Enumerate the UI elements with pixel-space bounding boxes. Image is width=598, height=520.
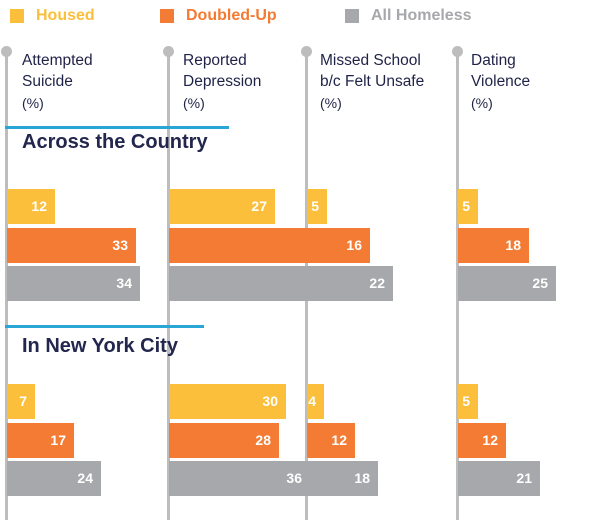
- bar-in-new-york-city-missed-school-b-c-felt-unsafe-housed: 4: [307, 384, 324, 419]
- bar-in-new-york-city-missed-school-b-c-felt-unsafe-all-homeless: 18: [307, 461, 378, 496]
- bar-value-label: 25: [532, 275, 548, 291]
- bar-in-new-york-city-attempted-suicide-housed: 7: [7, 384, 35, 419]
- legend-label-all-homeless: All Homeless: [371, 7, 472, 24]
- bar-value-label: 12: [31, 198, 47, 214]
- column-header-attempted-suicide: Attempted Suicide (%): [22, 50, 93, 114]
- bar-value-label: 22: [369, 275, 385, 291]
- column-header-unit: (%): [320, 95, 342, 111]
- section-title-country: Across the Country: [22, 131, 208, 153]
- column-header-unit: (%): [183, 95, 205, 111]
- column-header-line1: Missed School: [320, 52, 421, 69]
- column-header-missed-school: Missed School b/c Felt Unsafe (%): [320, 50, 424, 114]
- axis-line-attempted-suicide: [5, 48, 8, 520]
- bar-in-new-york-city-reported-depression-housed: 30: [169, 384, 286, 419]
- section-title-nyc: In New York City: [22, 335, 178, 357]
- bar-value-label: 18: [505, 236, 521, 253]
- column-header-line2: Suicide: [22, 73, 73, 90]
- bar-in-new-york-city-dating-violence-doubled-up: 12: [458, 422, 506, 458]
- bar-value-label: 18: [354, 470, 370, 486]
- bar-value-label: 33: [112, 236, 128, 253]
- bar-in-new-york-city-missed-school-b-c-felt-unsafe-doubled-up: 12: [307, 422, 355, 458]
- bar-value-label: 24: [77, 470, 93, 486]
- column-header-unit: (%): [471, 95, 493, 111]
- column-header-reported-depression: Reported Depression (%): [183, 50, 261, 114]
- bar-in-new-york-city-reported-depression-doubled-up: 28: [169, 422, 279, 458]
- bar-across-the-country-attempted-suicide-all-homeless: 34: [7, 266, 140, 301]
- axis-dot-attempted-suicide: [1, 46, 12, 57]
- bar-in-new-york-city-dating-violence-all-homeless: 21: [458, 461, 540, 496]
- column-header-dating-violence: Dating Violence (%): [471, 50, 530, 114]
- column-header-line2: b/c Felt Unsafe: [320, 73, 425, 90]
- column-header-line2: Depression: [183, 73, 262, 90]
- axis-dot-missed-school: [301, 46, 312, 57]
- column-header-line2: Violence: [471, 73, 531, 90]
- section-rule-country: [5, 126, 229, 129]
- bar-across-the-country-attempted-suicide-doubled-up: 33: [7, 227, 136, 263]
- legend-item-housed: Housed: [10, 6, 95, 26]
- column-header-line1: Dating: [471, 52, 516, 69]
- bar-value-label: 28: [255, 431, 271, 448]
- bar-value-label: 5: [462, 198, 470, 214]
- section-rule-nyc: [5, 325, 204, 328]
- bar-across-the-country-reported-depression-housed: 27: [169, 189, 275, 224]
- column-header-line1: Attempted: [22, 52, 93, 69]
- bar-in-new-york-city-reported-depression-all-homeless: 36: [169, 461, 310, 496]
- bar-value-label: 16: [346, 236, 362, 253]
- bar-value-label: 7: [19, 393, 27, 409]
- legend-swatch-housed: [10, 9, 24, 23]
- bar-value-label: 12: [482, 431, 498, 448]
- bar-value-label: 12: [331, 431, 347, 448]
- bar-in-new-york-city-attempted-suicide-doubled-up: 17: [7, 422, 74, 458]
- legend-swatch-doubled-up: [160, 9, 174, 23]
- bar-value-label: 5: [311, 198, 319, 214]
- bar-in-new-york-city-dating-violence-housed: 5: [458, 384, 478, 419]
- axis-dot-reported-depression: [163, 46, 174, 57]
- bar-value-label: 34: [116, 275, 132, 291]
- bar-value-label: 30: [262, 393, 278, 409]
- bar-across-the-country-attempted-suicide-housed: 12: [7, 189, 55, 224]
- bar-value-label: 27: [251, 198, 267, 214]
- bar-across-the-country-dating-violence-doubled-up: 18: [458, 227, 529, 263]
- bar-across-the-country-missed-school-b-c-felt-unsafe-doubled-up: 16: [307, 227, 370, 263]
- bar-value-label: 36: [286, 470, 302, 486]
- axis-dot-dating-violence: [452, 46, 463, 57]
- legend-label-doubled-up: Doubled-Up: [186, 7, 277, 24]
- bar-in-new-york-city-attempted-suicide-all-homeless: 24: [7, 461, 101, 496]
- legend-label-housed: Housed: [36, 7, 95, 24]
- legend-item-doubled-up: Doubled-Up: [160, 6, 277, 26]
- legend-item-all-homeless: All Homeless: [345, 6, 471, 26]
- bar-value-label: 17: [50, 431, 66, 448]
- bar-value-label: 4: [308, 393, 316, 409]
- bar-across-the-country-missed-school-b-c-felt-unsafe-housed: 5: [307, 189, 327, 224]
- legend-swatch-all-homeless: [345, 9, 359, 23]
- bar-across-the-country-dating-violence-all-homeless: 25: [458, 266, 556, 301]
- axis-line-dating-violence: [456, 48, 459, 520]
- column-header-unit: (%): [22, 95, 44, 111]
- bar-across-the-country-dating-violence-housed: 5: [458, 189, 478, 224]
- bar-value-label: 5: [462, 393, 470, 409]
- bar-across-the-country-missed-school-b-c-felt-unsafe-all-homeless: 22: [307, 266, 393, 301]
- bar-value-label: 21: [516, 470, 532, 486]
- column-header-line1: Reported: [183, 52, 247, 69]
- axis-line-reported-depression: [167, 48, 170, 520]
